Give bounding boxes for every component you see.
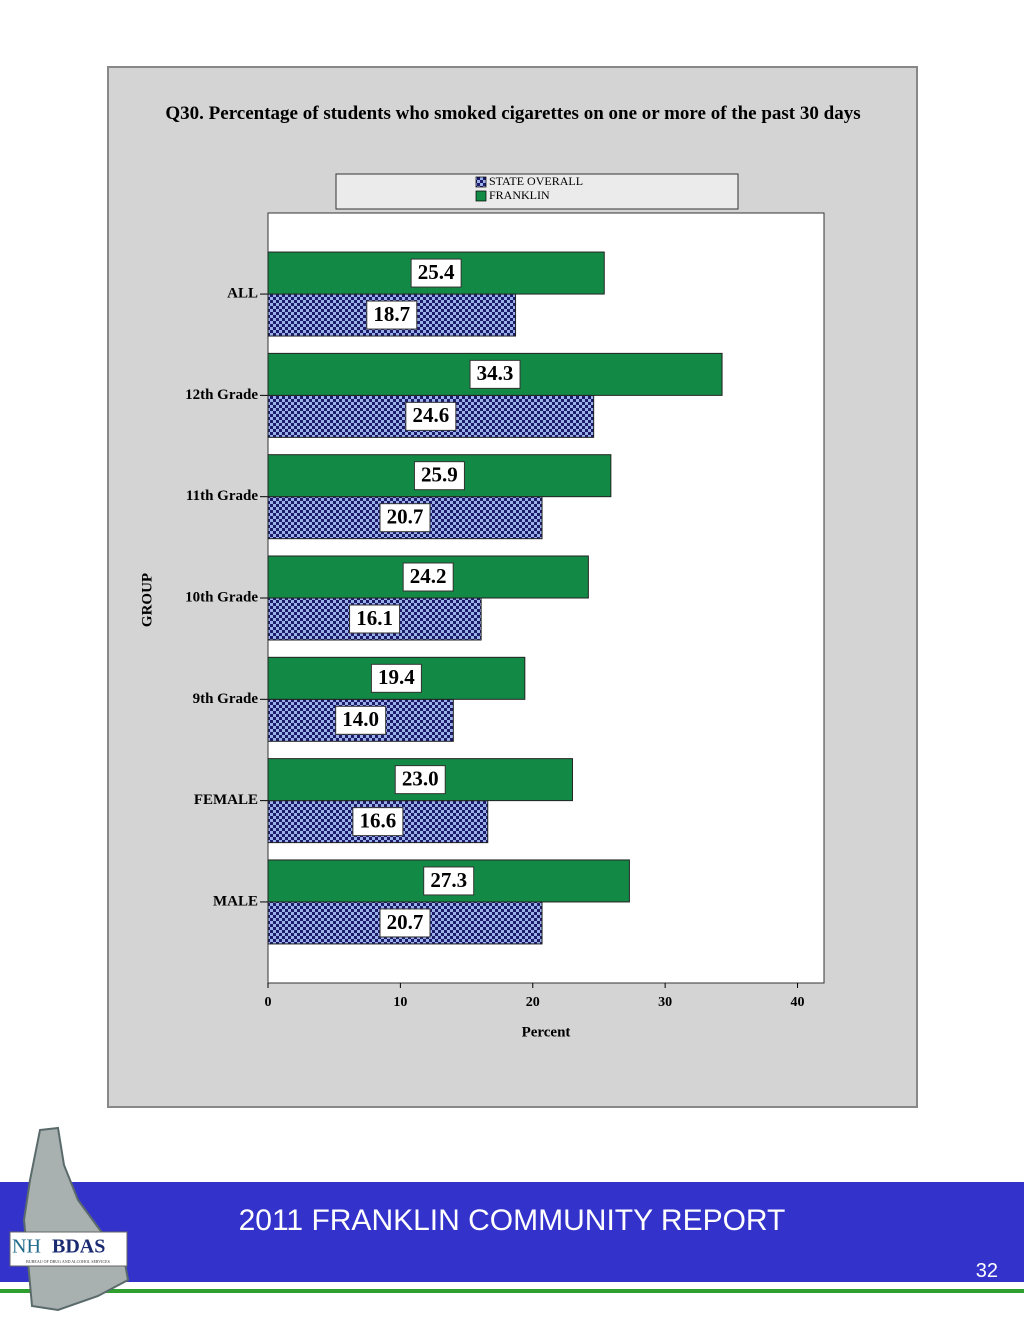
- value-label: 16.6: [360, 808, 397, 832]
- x-tick-label: 20: [526, 995, 540, 1010]
- x-tick-label: 40: [791, 995, 805, 1010]
- legend-box: [335, 173, 739, 210]
- value-label: 27.3: [430, 868, 467, 892]
- value-label-box: [410, 258, 462, 288]
- logo-main: BDAS: [52, 1236, 105, 1258]
- value-label-box: [379, 503, 431, 533]
- value-label-box: [405, 401, 457, 431]
- y-tick-label: 10th Grade: [185, 589, 258, 605]
- x-tick-label: 10: [393, 995, 407, 1010]
- logo-sub: BUREAU OF DRUG AND ALCOHOL SERVICES: [26, 1259, 110, 1264]
- value-label: 18.7: [373, 302, 410, 326]
- y-tick-label: 12th Grade: [185, 387, 258, 403]
- value-label-box: [469, 359, 521, 389]
- y-tick-label: MALE: [213, 893, 258, 909]
- y-tick-label: FEMALE: [194, 792, 258, 808]
- value-label: 16.1: [356, 606, 393, 630]
- value-label-box: [379, 908, 431, 938]
- x-axis-label: Percent: [522, 1024, 571, 1040]
- value-label: 24.6: [412, 403, 449, 427]
- legend-swatch: [475, 176, 487, 188]
- value-label-box: [335, 705, 387, 735]
- legend-swatch: [475, 190, 487, 202]
- footer-title: 2011 FRANKLIN COMMUNITY REPORT: [238, 1204, 786, 1237]
- y-axis-label: GROUP: [139, 573, 155, 627]
- value-label: 19.4: [378, 665, 415, 689]
- value-label-box: [402, 562, 454, 592]
- x-tick-label: 30: [658, 995, 672, 1010]
- value-label: 14.0: [342, 707, 379, 731]
- value-label-box: [352, 807, 404, 837]
- value-label: 24.2: [410, 564, 447, 588]
- value-label-box: [366, 300, 418, 330]
- legend-label: STATE OVERALL: [489, 174, 583, 188]
- value-label-box: [423, 866, 475, 896]
- value-label-box: [394, 765, 446, 795]
- value-label: 20.7: [387, 504, 424, 528]
- value-label: 25.9: [421, 462, 458, 486]
- x-tick-label: 0: [265, 995, 272, 1010]
- logo-box: [9, 1231, 128, 1267]
- footer-band: [0, 1182, 1024, 1282]
- y-tick-label: 11th Grade: [186, 488, 258, 504]
- value-label-box: [413, 461, 465, 491]
- value-label-box: [370, 663, 422, 693]
- logo-prefix: NH: [12, 1236, 41, 1258]
- value-label: 23.0: [402, 766, 439, 790]
- value-label-box: [349, 604, 401, 634]
- value-label: 25.4: [418, 260, 455, 284]
- y-tick-label: 9th Grade: [193, 691, 259, 707]
- value-label: 34.3: [477, 361, 514, 385]
- chart-title: Q30. Percentage of students who smoked c…: [165, 103, 861, 124]
- y-tick-label: ALL: [227, 285, 258, 301]
- legend-label: FRANKLIN: [489, 188, 550, 202]
- page-number: 32: [975, 1260, 998, 1282]
- value-label: 20.7: [387, 910, 424, 934]
